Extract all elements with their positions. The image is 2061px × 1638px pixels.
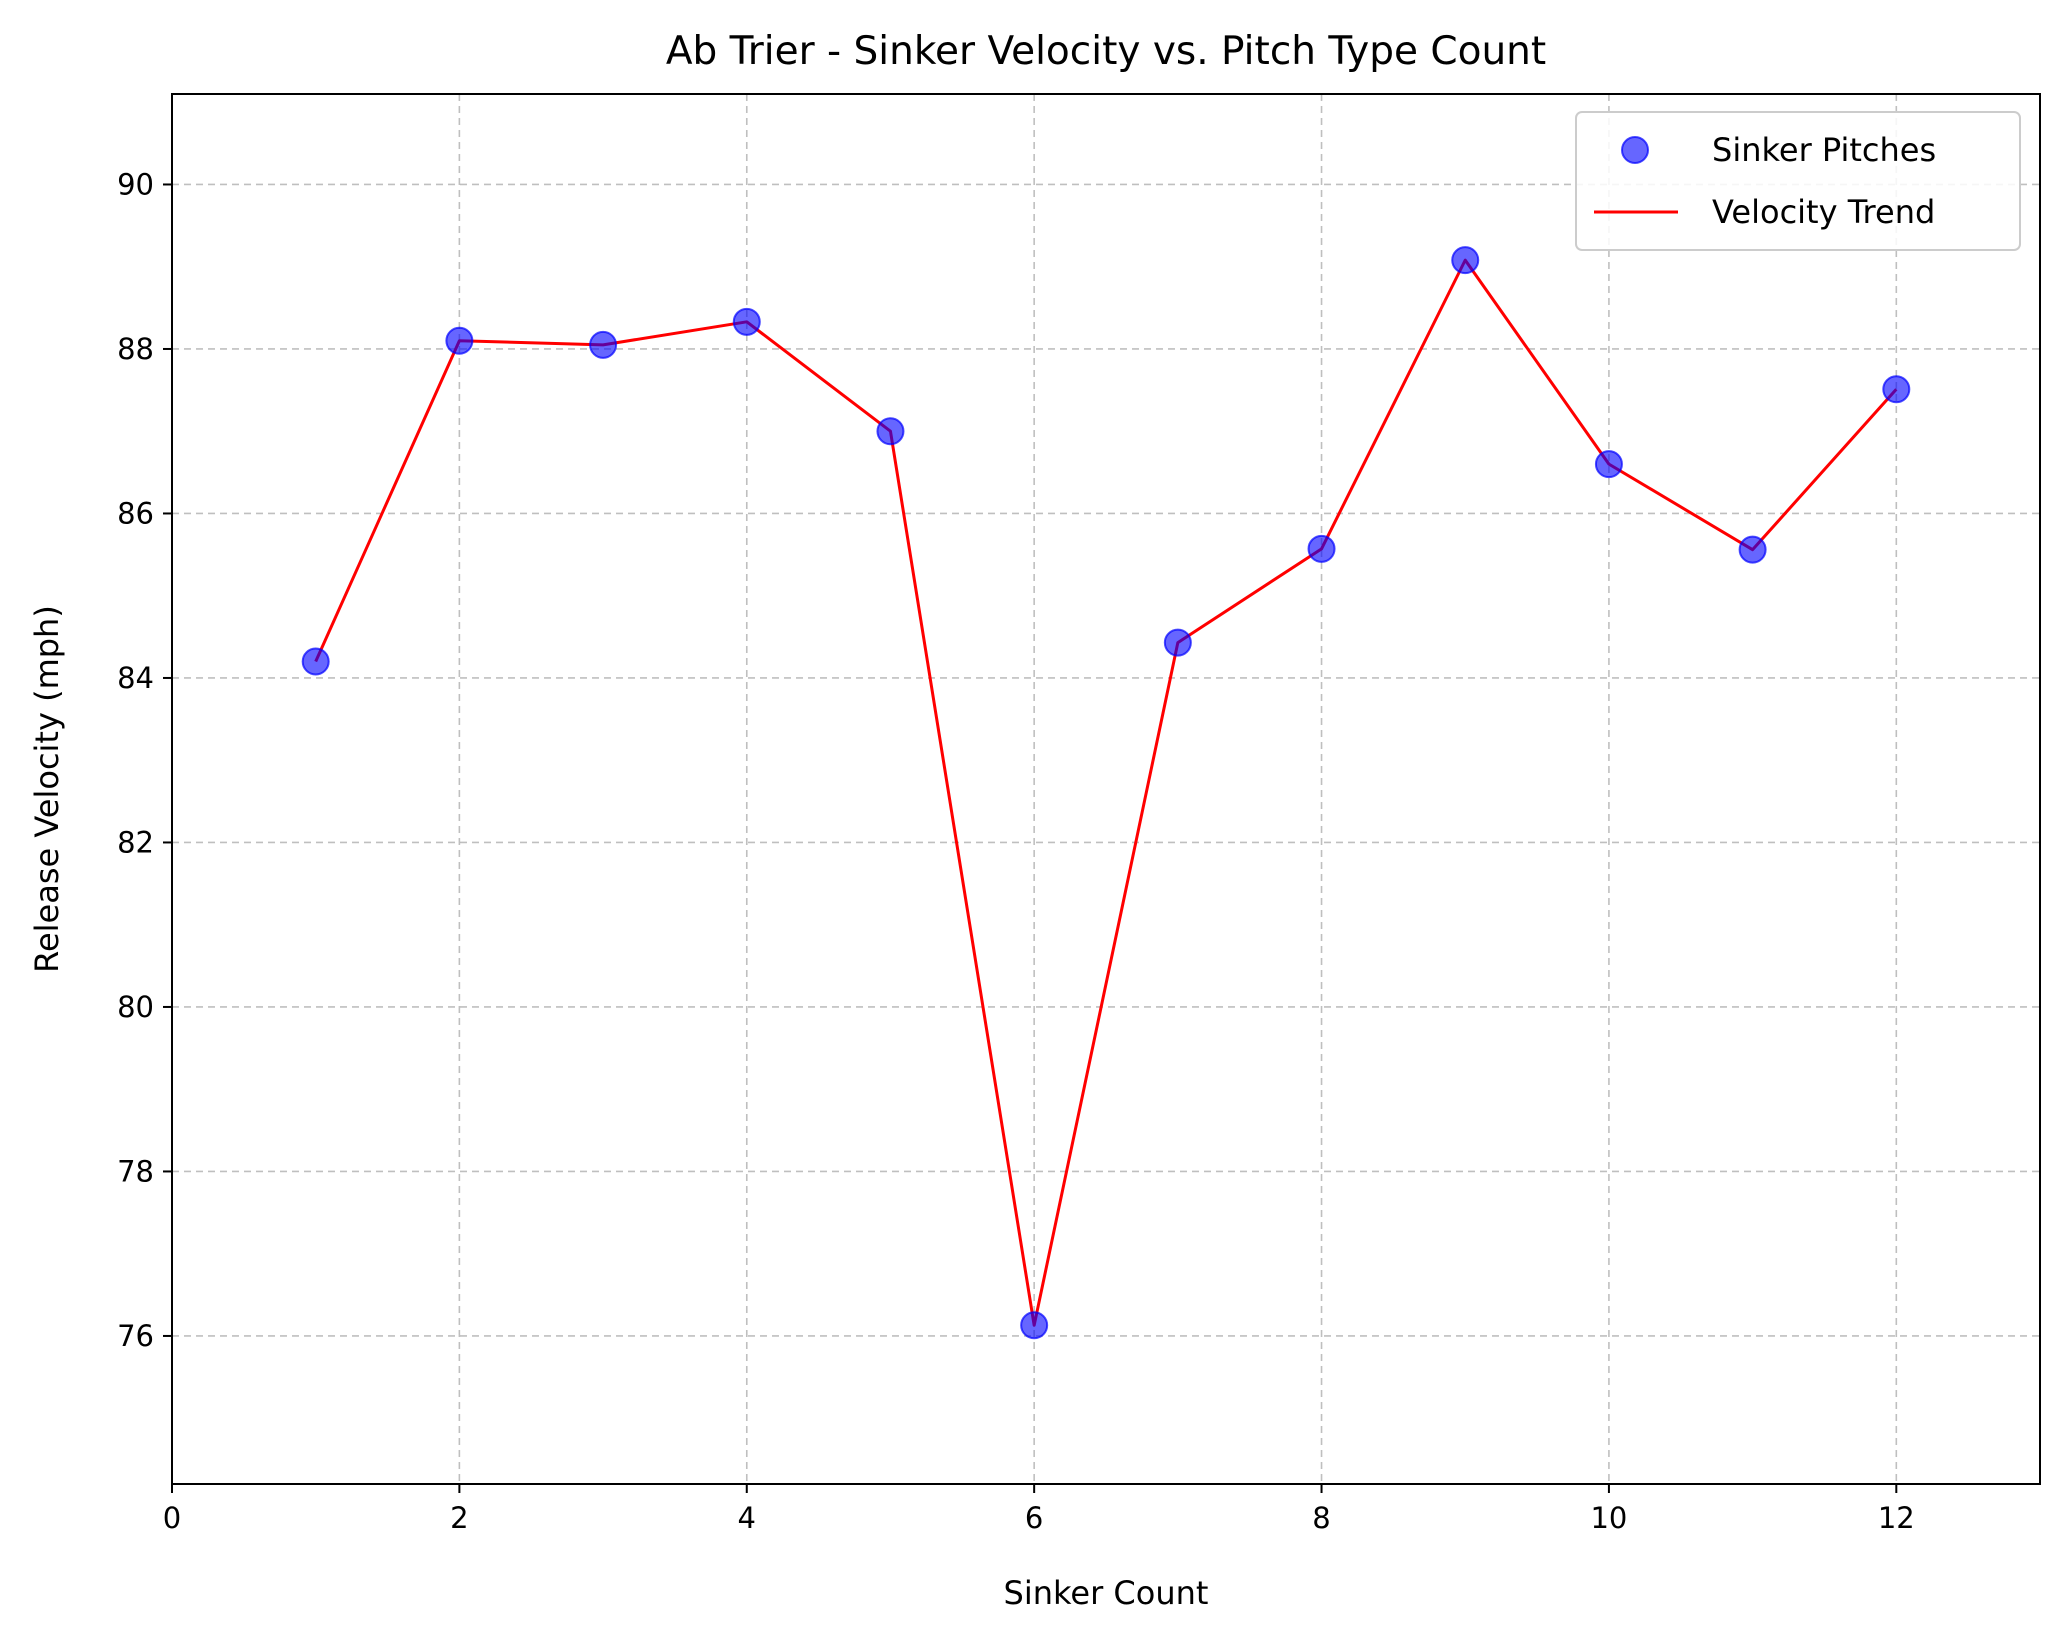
x-tick-label: 2 <box>450 1501 468 1535</box>
scatter-point <box>1021 1312 1047 1338</box>
x-tick-label: 6 <box>1025 1501 1043 1535</box>
chart-title: Ab Trier - Sinker Velocity vs. Pitch Typ… <box>666 29 1546 74</box>
x-tick-label: 8 <box>1312 1501 1330 1535</box>
y-tick-label: 84 <box>117 661 154 695</box>
scatter-point <box>1309 536 1335 562</box>
scatter-point <box>1452 247 1478 273</box>
scatter-point <box>734 309 760 335</box>
scatter-point <box>1596 451 1622 477</box>
y-tick-label: 90 <box>117 167 154 201</box>
x-tick-label: 0 <box>163 1501 181 1535</box>
legend-marker-sinker-pitches <box>1622 137 1648 163</box>
legend: Sinker Pitches Velocity Trend <box>1576 112 2020 250</box>
y-tick-label: 82 <box>117 825 154 859</box>
y-tick-label: 80 <box>117 990 154 1024</box>
x-tick-label: 4 <box>738 1501 756 1535</box>
y-axis-label: Release Velocity (mph) <box>28 605 66 973</box>
legend-label-sinker-pitches: Sinker Pitches <box>1712 131 1936 169</box>
legend-label-velocity-trend: Velocity Trend <box>1712 193 1935 231</box>
y-tick-label: 76 <box>117 1319 154 1353</box>
scatter-point <box>1883 376 1909 402</box>
x-tick-label: 12 <box>1878 1501 1915 1535</box>
scatter-point <box>446 328 472 354</box>
y-tick-label: 88 <box>117 332 154 366</box>
scatter-point <box>877 418 903 444</box>
x-axis-label: Sinker Count <box>1004 1574 1209 1612</box>
scatter-point <box>1740 537 1766 563</box>
y-tick-label: 78 <box>117 1154 154 1188</box>
scatter-point <box>303 649 329 675</box>
y-tick-label: 86 <box>117 496 154 530</box>
scatter-point <box>1165 630 1191 656</box>
x-tick-label: 10 <box>1590 1501 1627 1535</box>
scatter-point <box>590 332 616 358</box>
